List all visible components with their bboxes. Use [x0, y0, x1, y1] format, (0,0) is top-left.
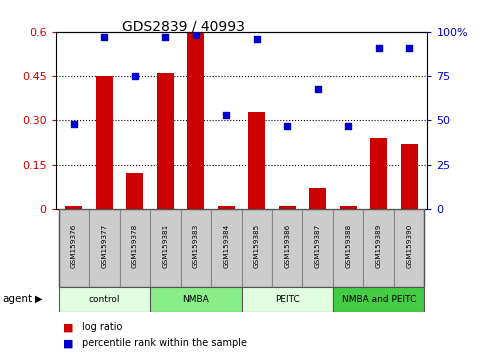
Point — [131, 73, 139, 79]
Bar — [66, 206, 82, 209]
Point — [344, 123, 352, 129]
Point — [100, 34, 108, 40]
Point — [192, 33, 199, 38]
Bar — [96, 76, 113, 209]
Text: PEITC: PEITC — [275, 295, 299, 304]
Point — [253, 36, 261, 42]
Text: GSM159387: GSM159387 — [315, 224, 321, 268]
Bar — [370, 138, 387, 209]
Text: agent: agent — [2, 294, 32, 304]
Text: GSM159389: GSM159389 — [376, 224, 382, 268]
Text: GSM159377: GSM159377 — [101, 224, 107, 268]
Bar — [127, 173, 143, 209]
Bar — [242, 209, 272, 287]
Text: control: control — [88, 295, 120, 304]
Text: ■: ■ — [63, 338, 73, 348]
Text: NMBA and PEITC: NMBA and PEITC — [341, 295, 416, 304]
Bar — [333, 209, 363, 287]
Bar — [401, 144, 417, 209]
Bar — [187, 32, 204, 209]
Bar — [394, 209, 425, 287]
Bar — [309, 188, 326, 209]
Point — [375, 45, 383, 51]
Text: ▶: ▶ — [35, 294, 43, 304]
Bar — [242, 287, 333, 312]
Point — [405, 45, 413, 51]
Text: GSM159390: GSM159390 — [406, 224, 412, 268]
Text: GDS2839 / 40993: GDS2839 / 40993 — [122, 19, 245, 34]
Text: GSM159383: GSM159383 — [193, 224, 199, 268]
Text: GSM159381: GSM159381 — [162, 224, 168, 268]
Bar — [218, 206, 235, 209]
Point — [314, 86, 322, 91]
Bar — [58, 209, 89, 287]
Bar — [211, 209, 242, 287]
Bar — [89, 209, 120, 287]
Bar — [150, 287, 242, 312]
Point — [222, 112, 230, 118]
Bar — [58, 287, 150, 312]
Bar — [363, 209, 394, 287]
Text: log ratio: log ratio — [82, 322, 123, 332]
Bar — [333, 287, 425, 312]
Bar — [272, 209, 302, 287]
Text: GSM159378: GSM159378 — [132, 224, 138, 268]
Text: percentile rank within the sample: percentile rank within the sample — [82, 338, 247, 348]
Bar — [340, 206, 356, 209]
Point — [70, 121, 78, 127]
Text: GSM159385: GSM159385 — [254, 224, 260, 268]
Bar — [248, 112, 265, 209]
Bar — [302, 209, 333, 287]
Bar — [157, 73, 174, 209]
Text: GSM159384: GSM159384 — [223, 224, 229, 268]
Bar — [150, 209, 181, 287]
Point — [161, 34, 169, 40]
Text: NMBA: NMBA — [183, 295, 209, 304]
Bar — [120, 209, 150, 287]
Text: ■: ■ — [63, 322, 73, 332]
Bar — [181, 209, 211, 287]
Text: GSM159388: GSM159388 — [345, 224, 351, 268]
Text: GSM159376: GSM159376 — [71, 224, 77, 268]
Text: GSM159386: GSM159386 — [284, 224, 290, 268]
Bar — [279, 206, 296, 209]
Point — [284, 123, 291, 129]
